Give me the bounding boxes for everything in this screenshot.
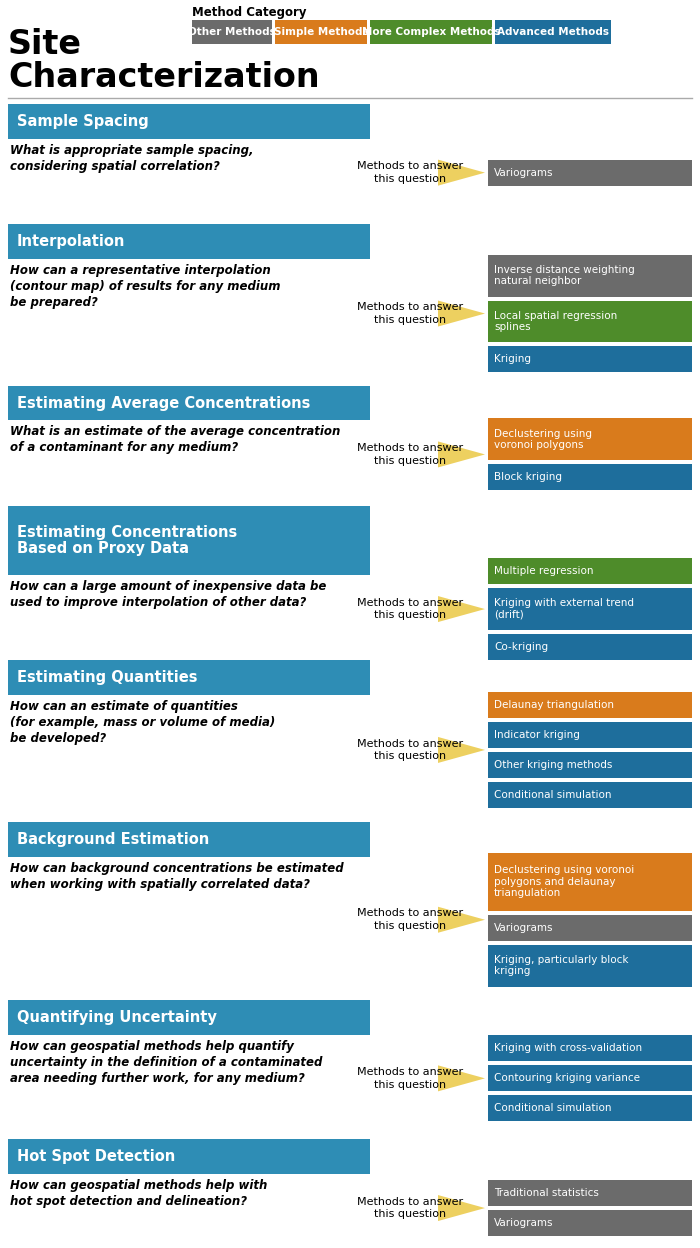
Text: Local spatial regression
splines: Local spatial regression splines (494, 311, 617, 332)
Text: Other kriging methods: Other kriging methods (494, 760, 612, 770)
Bar (488, 691, 692, 718)
Bar (8, 1139, 370, 1174)
Text: Methods to answer
this question: Methods to answer this question (357, 302, 463, 324)
Polygon shape (438, 597, 485, 622)
Text: Quantifying Uncertainty: Quantifying Uncertainty (17, 1010, 217, 1025)
Text: Declustering using
voronoi polygons: Declustering using voronoi polygons (494, 428, 592, 451)
Text: Methods to answer
this question: Methods to answer this question (357, 443, 463, 466)
Text: Method Category: Method Category (192, 6, 307, 19)
Bar (488, 1036, 692, 1061)
Text: Background Estimation: Background Estimation (17, 832, 209, 847)
Text: How can geospatial methods help quantify
uncertainty in the definition of a cont: How can geospatial methods help quantify… (10, 1040, 323, 1085)
Text: How can a representative interpolation
(contour map) of results for any medium
b: How can a representative interpolation (… (10, 263, 281, 308)
Text: Conditional simulation: Conditional simulation (494, 1103, 612, 1113)
Text: Methods to answer
this question: Methods to answer this question (357, 1197, 463, 1219)
Text: Multiple regression: Multiple regression (494, 567, 594, 577)
Bar (488, 1181, 692, 1206)
Text: Simple Methods: Simple Methods (274, 27, 368, 37)
Polygon shape (438, 160, 485, 186)
Text: How can background concentrations be estimated
when working with spatially corre: How can background concentrations be est… (10, 862, 344, 891)
Text: What is appropriate sample spacing,
considering spatial correlation?: What is appropriate sample spacing, cons… (10, 144, 253, 172)
Text: Estimating Average Concentrations: Estimating Average Concentrations (17, 396, 310, 411)
Text: Methods to answer
this question: Methods to answer this question (357, 161, 463, 183)
Text: Other Methods: Other Methods (188, 27, 276, 37)
Text: Traditional statistics: Traditional statistics (494, 1188, 599, 1198)
Bar (275, 20, 367, 44)
Bar (488, 1211, 692, 1236)
Bar (488, 634, 692, 660)
Bar (495, 20, 611, 44)
Text: Methods to answer
this question: Methods to answer this question (357, 909, 463, 931)
Text: Site
Characterization: Site Characterization (8, 27, 320, 94)
Text: Hot Spot Detection: Hot Spot Detection (17, 1149, 175, 1164)
Text: Estimating Quantities: Estimating Quantities (17, 670, 197, 685)
Polygon shape (438, 738, 485, 763)
Text: Estimating Concentrations
Based on Proxy Data: Estimating Concentrations Based on Proxy… (17, 525, 237, 557)
Bar (488, 418, 692, 461)
Text: Methods to answer
this question: Methods to answer this question (357, 739, 463, 761)
Text: Kriging, particularly block
kriging: Kriging, particularly block kriging (494, 955, 629, 976)
Text: Indicator kriging: Indicator kriging (494, 730, 580, 740)
Bar (488, 301, 692, 342)
Bar (8, 1000, 370, 1035)
Polygon shape (438, 1066, 485, 1091)
Bar (8, 223, 370, 258)
Text: What is an estimate of the average concentration
of a contaminant for any medium: What is an estimate of the average conce… (10, 426, 340, 454)
Text: Co-kriging: Co-kriging (494, 641, 548, 651)
Bar (488, 782, 692, 807)
Bar (8, 822, 370, 857)
Text: Variograms: Variograms (494, 1218, 554, 1228)
Text: Variograms: Variograms (494, 922, 554, 932)
Bar (488, 915, 692, 941)
Text: Kriging: Kriging (494, 354, 531, 364)
Polygon shape (438, 301, 485, 327)
Bar (192, 20, 272, 44)
Text: Methods to answer
this question: Methods to answer this question (357, 1067, 463, 1090)
Bar (8, 505, 370, 575)
Text: Sample Spacing: Sample Spacing (17, 114, 148, 129)
Text: Methods to answer
this question: Methods to answer this question (357, 598, 463, 620)
Text: Variograms: Variograms (494, 167, 554, 177)
Bar (488, 558, 692, 584)
Bar (8, 660, 370, 695)
Bar (488, 464, 692, 490)
Text: Inverse distance weighting
natural neighbor: Inverse distance weighting natural neigh… (494, 265, 635, 286)
Polygon shape (438, 907, 485, 932)
Text: How can a large amount of inexpensive data be
used to improve interpolation of o: How can a large amount of inexpensive da… (10, 580, 326, 609)
Text: More Complex Methods: More Complex Methods (362, 27, 500, 37)
Text: Block kriging: Block kriging (494, 473, 562, 483)
Bar (488, 753, 692, 778)
Bar (8, 386, 370, 421)
Text: How can geospatial methods help with
hot spot detection and delineation?: How can geospatial methods help with hot… (10, 1179, 267, 1208)
Bar (8, 104, 370, 139)
Bar (488, 721, 692, 748)
Bar (488, 588, 692, 630)
Text: How can an estimate of quantities
(for example, mass or volume of media)
be deve: How can an estimate of quantities (for e… (10, 700, 275, 745)
Text: Interpolation: Interpolation (17, 233, 125, 248)
Text: Contouring kriging variance: Contouring kriging variance (494, 1073, 640, 1083)
Text: Advanced Methods: Advanced Methods (497, 27, 609, 37)
Polygon shape (438, 442, 485, 468)
Polygon shape (438, 1196, 485, 1221)
Bar (488, 255, 692, 297)
Bar (488, 1066, 692, 1091)
Text: Kriging with cross-validation: Kriging with cross-validation (494, 1043, 642, 1053)
Text: Declustering using voronoi
polygons and delaunay
triangulation: Declustering using voronoi polygons and … (494, 865, 634, 899)
Text: Kriging with external trend
(drift): Kriging with external trend (drift) (494, 598, 634, 620)
Bar (488, 347, 692, 372)
Bar (488, 945, 692, 987)
Text: Conditional simulation: Conditional simulation (494, 790, 612, 800)
Bar (370, 20, 492, 44)
Bar (488, 1096, 692, 1122)
Bar (488, 852, 692, 911)
Bar (488, 160, 692, 186)
Text: Delaunay triangulation: Delaunay triangulation (494, 700, 614, 710)
